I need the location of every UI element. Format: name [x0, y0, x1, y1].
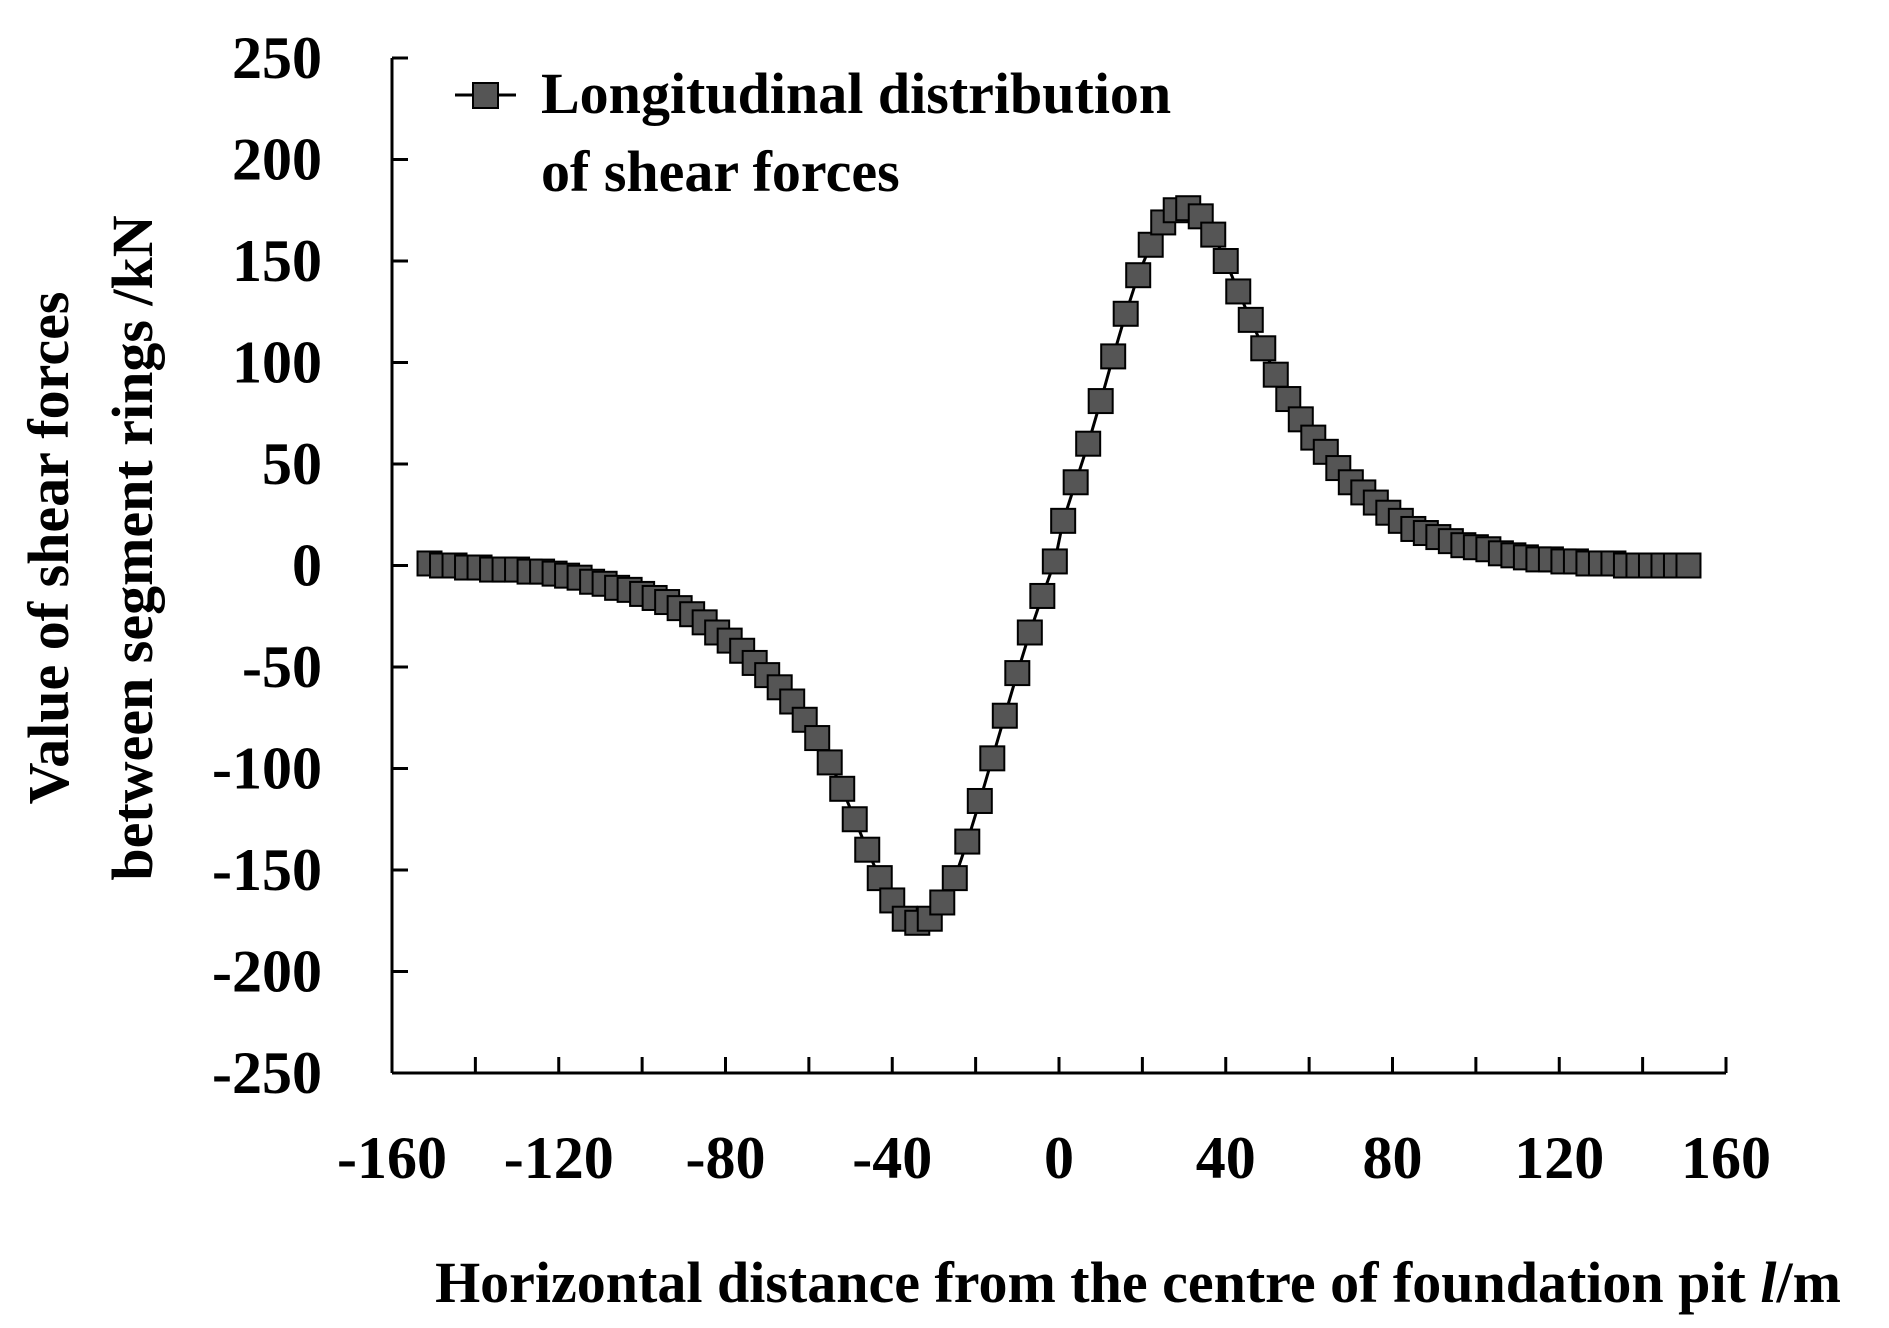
data-point: [1004, 660, 1031, 687]
data-point: [816, 749, 843, 776]
data-point: [1050, 507, 1077, 534]
data-point: [966, 787, 993, 814]
data-point: [1237, 306, 1264, 333]
x-tick-label: 160: [1681, 1125, 1771, 1191]
y-tick-label: 150: [232, 228, 322, 294]
data-point: [1675, 552, 1702, 579]
data-point: [829, 775, 856, 802]
x-ticks: -160 -120 -80 -40 0 40 80 120 160: [337, 1057, 1771, 1191]
data-point: [1137, 231, 1164, 258]
data-point: [804, 725, 831, 752]
data-point: [1062, 469, 1089, 496]
legend: Longitudinal distribution of shear force…: [455, 61, 1171, 204]
data-point: [1212, 248, 1239, 274]
x-axis-title-main: Horizontal distance from the centre of f…: [435, 1250, 1760, 1315]
data-point: [1029, 582, 1056, 609]
y-ticks: 250 200 150 100 50 0 -50 -100 -150 -200 -250: [212, 25, 408, 1106]
x-tick-label: -120: [504, 1125, 614, 1191]
y-tick-label: 0: [292, 533, 322, 599]
x-tick-label: 0: [1044, 1125, 1074, 1191]
x-axis-title-unit: /m: [1776, 1250, 1841, 1315]
data-point: [1016, 619, 1043, 646]
y-axis-title-line1: Value of shear forces: [16, 292, 81, 805]
x-tick-label: -80: [686, 1125, 766, 1191]
y-tick-label: -150: [212, 837, 322, 903]
x-tick-label: 40: [1196, 1125, 1256, 1191]
x-axis-title: Horizontal distance from the centre of f…: [435, 1250, 1841, 1315]
legend-label-line2: of shear forces: [541, 139, 900, 204]
y-tick-label: -200: [212, 939, 322, 1005]
data-point: [1250, 335, 1277, 362]
data-point: [866, 865, 893, 892]
data-point: [1100, 343, 1127, 370]
y-tick-label: 250: [232, 25, 322, 91]
data-point: [1200, 221, 1227, 248]
data-point: [1112, 300, 1139, 327]
y-tick-label: -250: [212, 1040, 322, 1106]
data-point: [954, 828, 981, 855]
x-tick-label: -160: [337, 1125, 447, 1191]
data-point: [1225, 278, 1252, 305]
data-point: [1262, 361, 1289, 388]
data-point: [1075, 430, 1102, 457]
legend-label-line1: Longitudinal distribution: [541, 61, 1171, 126]
data-point: [1041, 548, 1068, 575]
x-tick-label: -40: [852, 1125, 932, 1191]
data-point: [841, 806, 868, 833]
data-point: [941, 865, 968, 892]
legend-marker: [472, 82, 499, 109]
y-tick-label: 100: [232, 330, 322, 396]
x-axis-title-italic: l: [1760, 1250, 1777, 1315]
y-tick-label: -100: [212, 736, 322, 802]
data-point: [979, 745, 1006, 772]
data-point: [854, 836, 881, 863]
x-tick-label: 120: [1514, 1125, 1604, 1191]
y-axis-title: Value of shear forces between segment ri…: [16, 215, 165, 880]
data-point: [1087, 388, 1114, 415]
y-axis-title-line2: between segment rings /kN: [100, 215, 165, 880]
data-point: [1125, 262, 1152, 289]
data-point: [929, 889, 956, 916]
y-tick-label: 200: [232, 127, 322, 193]
y-tick-label: -50: [242, 634, 322, 700]
series: [416, 195, 1702, 936]
data-point: [991, 702, 1018, 729]
x-tick-label: 80: [1363, 1125, 1423, 1191]
y-tick-label: 50: [262, 431, 322, 497]
